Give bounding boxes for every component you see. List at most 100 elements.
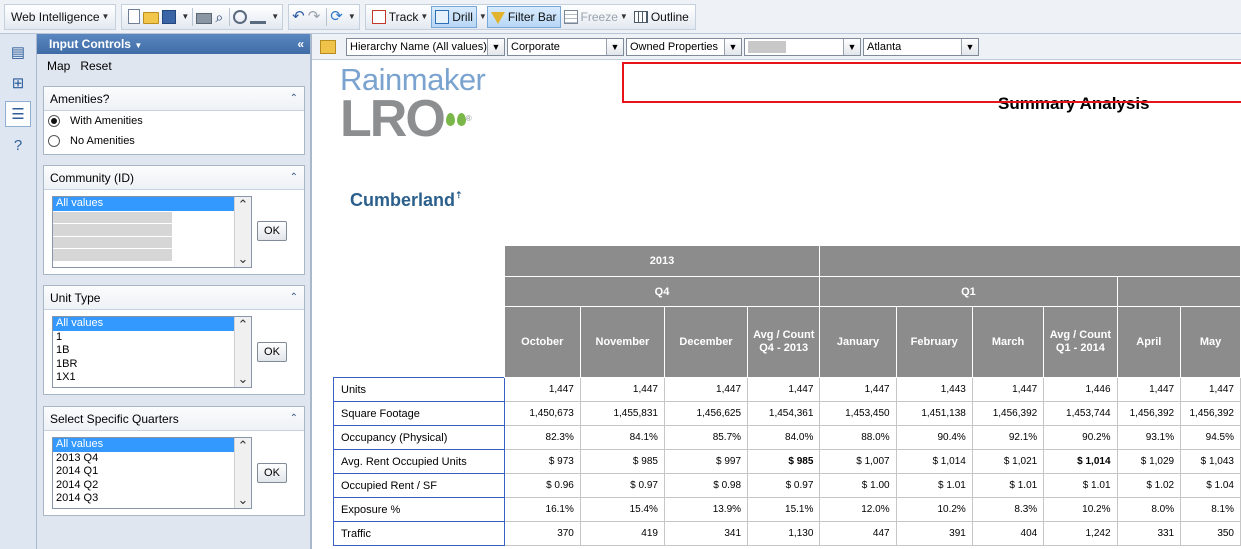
table-cell: $ 1,021 [971, 449, 1045, 474]
list-option[interactable] [53, 224, 251, 236]
track-button[interactable]: Track ▼ [369, 6, 431, 28]
quarters-listbox[interactable]: All values 2013 Q4 2014 Q1 2014 Q2 2014 … [52, 437, 252, 509]
scroll-up-icon[interactable]: ⌃ [237, 197, 249, 212]
new-document-icon[interactable] [128, 9, 141, 24]
list-option[interactable]: 1B [56, 344, 70, 356]
report-area: Hierarchy Name (All values) ▼ Corporate … [311, 34, 1241, 549]
track-label: Track [388, 9, 419, 24]
print-icon[interactable] [196, 13, 213, 24]
export-icon[interactable] [250, 10, 267, 24]
table-cell: 331 [1116, 521, 1182, 546]
list-option[interactable]: All values [53, 438, 251, 452]
filter-bar-label: Filter Bar [507, 9, 557, 24]
web-intelligence-menu[interactable]: Web Intelligence ▼ [8, 6, 112, 28]
scroll-down-icon[interactable]: ⌄ [237, 492, 249, 507]
list-option[interactable]: All values [53, 317, 251, 331]
list-option[interactable]: 2014 Q3 [56, 492, 99, 504]
list-option[interactable]: 2014 Q2 [56, 478, 99, 491]
panel-title[interactable]: Input Controls ▼ [49, 37, 142, 51]
with-amenities-label: With Amenities [70, 115, 143, 127]
chevron-down-icon[interactable]: ▼ [961, 38, 978, 55]
collapse-icon[interactable]: ⌃ [289, 413, 298, 424]
filter-bar-button[interactable]: Filter Bar [486, 5, 561, 28]
chevron-down-icon[interactable]: ▼ [724, 38, 741, 55]
no-amenities-option[interactable]: No Amenities [44, 131, 304, 151]
collapse-icon[interactable]: ⌃ [289, 172, 298, 183]
find-icon[interactable]: ⌕ [215, 8, 224, 25]
undo-icon[interactable]: ↶ [292, 7, 305, 25]
open-folder-icon[interactable] [143, 12, 160, 24]
scroll-down-icon[interactable]: ⌄ [237, 371, 249, 386]
app-menu-group: Web Intelligence ▼ [4, 3, 117, 30]
track-icon [371, 9, 386, 24]
list-option[interactable]: 1X1 [56, 371, 76, 383]
community-listbox[interactable]: All values ⌃ ⌄ [52, 196, 252, 268]
table-row: Traffic 370 419 341 1,130 447 391 404 1,242 331 35… [333, 521, 1241, 546]
amenities-header: Amenities? ⌃ [44, 87, 304, 111]
history-icon[interactable] [233, 9, 248, 24]
unit-type-listbox[interactable]: All values 1 1B 1BR 1X1 ⌃ ⌄ [52, 316, 252, 388]
collapse-panel-icon[interactable]: « [297, 37, 304, 51]
help-icon[interactable]: ? [13, 136, 23, 154]
drill-dropdown-icon[interactable]: ▼ [478, 12, 487, 21]
reset-link[interactable]: Reset [80, 59, 112, 73]
collapse-icon[interactable]: ⌃ [289, 93, 298, 104]
list-option[interactable]: 2013 Q4 [56, 451, 99, 464]
sort-icon[interactable]: ⇡ [455, 190, 463, 200]
chevron-down-icon[interactable]: ▼ [606, 38, 623, 55]
hierarchy-select[interactable]: Hierarchy Name (All values) ▼ [346, 37, 505, 56]
ok-button[interactable]: OK [257, 342, 287, 362]
scroll-up-icon[interactable]: ⌃ [237, 438, 249, 453]
scrollbar[interactable]: ⌃ ⌄ [234, 197, 251, 267]
chevron-down-icon[interactable]: ▼ [487, 38, 504, 55]
radio-selected-icon[interactable] [48, 115, 60, 127]
input-controls-icon[interactable]: ☰ [5, 101, 31, 127]
list-option[interactable]: 1 [56, 330, 63, 343]
drill-button[interactable]: Drill [431, 5, 477, 28]
community-header: Community (ID) ⌃ [44, 166, 304, 190]
redacted-select[interactable]: ▼ [744, 37, 861, 56]
scroll-down-icon[interactable]: ⌄ [237, 251, 249, 266]
scroll-up-icon[interactable]: ⌃ [237, 317, 249, 332]
ok-button[interactable]: OK [257, 463, 287, 483]
scrollbar[interactable]: ⌃ ⌄ [234, 438, 251, 508]
with-amenities-option[interactable]: With Amenities [44, 111, 304, 131]
export-dropdown-icon[interactable]: ▼ [271, 12, 280, 21]
list-option[interactable]: All values [53, 197, 251, 211]
table-cell: $ 1.02 [1116, 473, 1182, 498]
list-option[interactable] [53, 211, 251, 223]
save-icon[interactable] [162, 9, 177, 24]
table-cell: 341 [663, 521, 749, 546]
table-cell: 419 [579, 521, 665, 546]
row-label: Traffic [333, 521, 505, 546]
corporate-select[interactable]: Corporate ▼ [507, 37, 624, 56]
navigation-map-icon[interactable]: ⊞ [11, 75, 25, 92]
list-option[interactable] [53, 249, 251, 261]
list-option[interactable] [53, 236, 251, 248]
quarters-control: Select Specific Quarters ⌃ All values 20… [43, 406, 305, 516]
list-option[interactable]: 2014 Q1 [56, 465, 99, 477]
radio-icon[interactable] [48, 135, 60, 147]
outline-button[interactable]: Outline [631, 6, 692, 28]
document-summary-icon[interactable]: ▤ [10, 44, 26, 61]
table-cell: 16.1% [503, 497, 581, 522]
table-cell: 1,447 [503, 377, 581, 402]
amenities-control: Amenities? ⌃ With Amenities No Amenities [43, 86, 305, 155]
refresh-dropdown-icon[interactable]: ▼ [347, 12, 356, 21]
owned-select[interactable]: Owned Properties ▼ [626, 37, 742, 56]
table-cell: 93.1% [1116, 425, 1182, 450]
table-cell: 1,450,673 [503, 401, 581, 426]
chevron-down-icon[interactable]: ▼ [843, 38, 860, 55]
list-option[interactable]: 1BR [56, 357, 78, 370]
collapse-icon[interactable]: ⌃ [289, 292, 298, 303]
table-body: Units 1,447 1,447 1,447 1,447 1,447 1,443 1,447… [333, 377, 1241, 546]
refresh-icon[interactable]: ⟳ [330, 7, 343, 25]
save-dropdown-icon[interactable]: ▼ [181, 12, 190, 21]
separator [192, 7, 194, 26]
edit-tools-group: ↶ ↷ ⟳ ▼ [288, 3, 360, 30]
map-link[interactable]: Map [47, 59, 71, 73]
city-select[interactable]: Atlanta ▼ [863, 37, 979, 56]
ok-button[interactable]: OK [257, 221, 287, 241]
row-label: Occupied Rent / SF [333, 473, 505, 498]
scrollbar[interactable]: ⌃ ⌄ [234, 317, 251, 387]
